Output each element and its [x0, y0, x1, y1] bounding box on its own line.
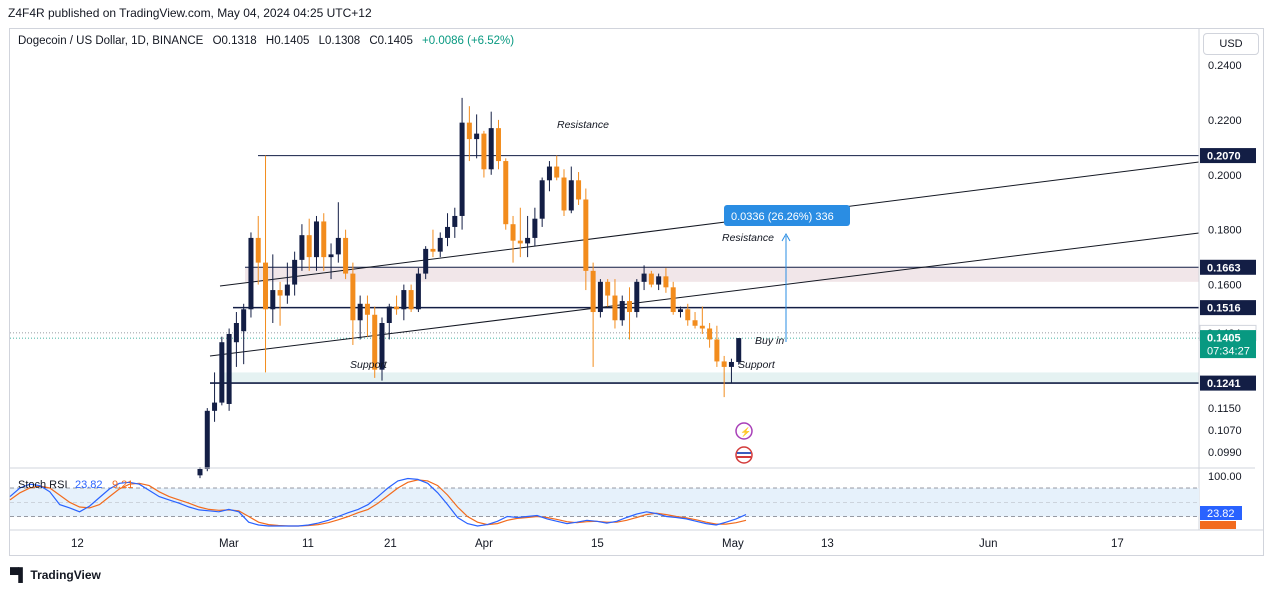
symbol-title[interactable]: Dogecoin / US Dollar, 1D, BINANCE: [18, 35, 204, 47]
publisher-header: Z4F4R published on TradingView.com, May …: [8, 6, 372, 20]
footer-brand: TradingView: [30, 567, 101, 582]
tradingview-logo-icon: ▀▌: [10, 567, 27, 582]
currency-button[interactable]: USD: [1203, 33, 1259, 55]
legend-high: H0.1405: [265, 35, 310, 47]
legend-change: +0.0086 (+6.52%): [422, 35, 515, 47]
legend-open: O0.1318: [212, 35, 257, 47]
legend-low: L0.1308: [318, 35, 361, 47]
legend-close: C0.1405: [369, 35, 413, 47]
symbol-legend: Dogecoin / US Dollar, 1D, BINANCE O0.131…: [18, 35, 520, 47]
tradingview-footer[interactable]: ▀▌ TradingView: [10, 567, 101, 582]
chart-frame: [9, 28, 1264, 556]
